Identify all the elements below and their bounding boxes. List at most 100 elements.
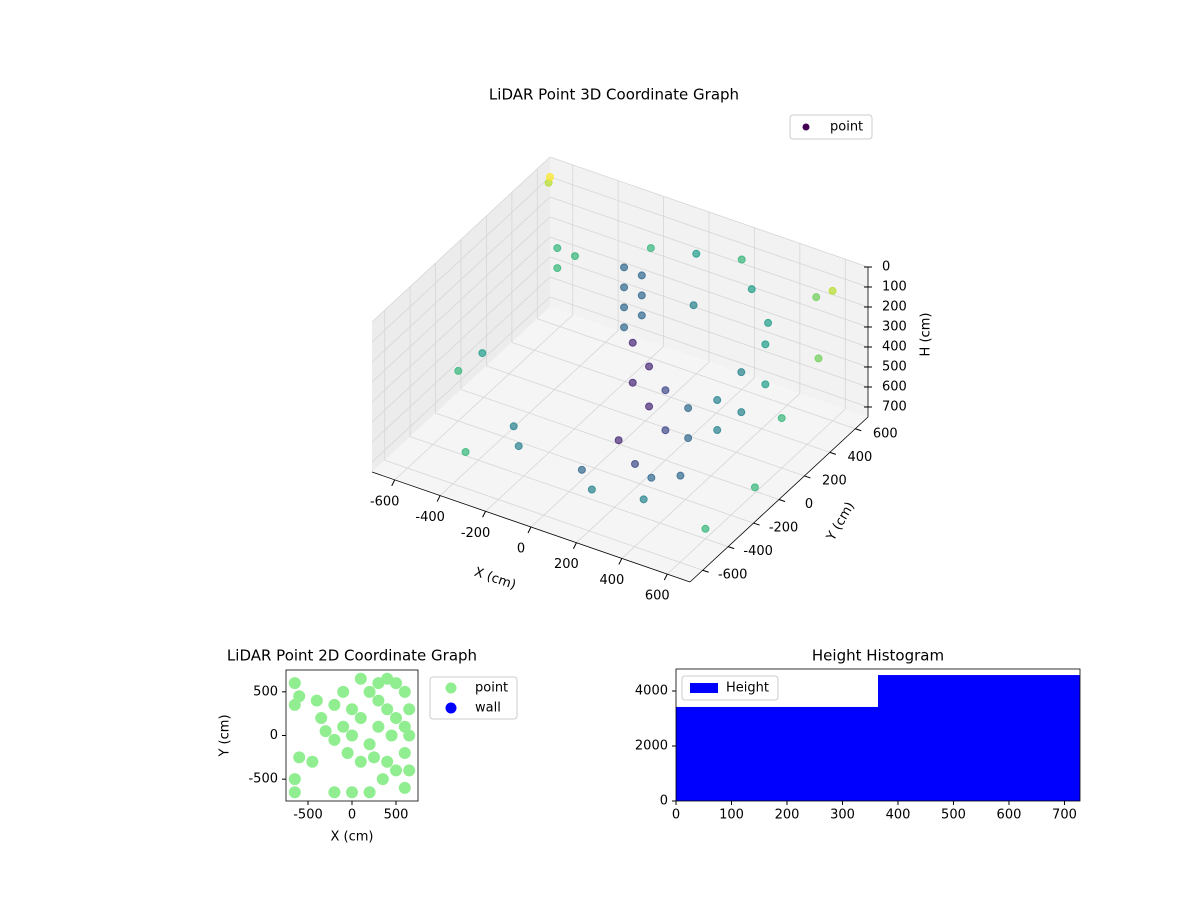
y-axis-label: Y (cm)	[218, 714, 233, 757]
grid-line	[537, 318, 856, 430]
y-tick-label: 200	[822, 473, 847, 488]
point	[372, 694, 385, 707]
point	[385, 729, 398, 742]
point	[637, 311, 646, 320]
y-tick-label: 0	[805, 497, 813, 512]
tick-mark	[804, 475, 811, 479]
grid-line	[371, 296, 551, 463]
y-tick-label: 2000	[635, 739, 668, 754]
point	[328, 698, 341, 711]
point	[646, 244, 655, 253]
point	[546, 173, 554, 181]
point	[368, 751, 380, 764]
legend-marker	[802, 123, 810, 131]
grid-line	[371, 196, 551, 363]
point	[684, 434, 693, 443]
z-tick-label: 200	[882, 300, 907, 315]
z-tick-label: 400	[882, 340, 907, 355]
grid-line	[549, 196, 869, 308]
legend-box	[681, 675, 779, 701]
point	[346, 703, 358, 716]
legend-label: Height	[726, 681, 769, 696]
grid-line	[371, 276, 551, 443]
point	[381, 755, 394, 768]
point	[777, 414, 786, 423]
point	[390, 712, 402, 725]
point	[661, 426, 670, 435]
point	[372, 720, 385, 733]
point	[676, 471, 685, 480]
point	[553, 244, 562, 253]
legend-marker	[690, 683, 718, 693]
tick-mark	[829, 451, 837, 455]
z-tick-label: 100	[882, 280, 907, 295]
tick-mark	[436, 495, 441, 502]
z-axis-label: H (cm)	[919, 313, 934, 357]
point	[337, 685, 350, 698]
grid-line	[371, 216, 551, 383]
point	[628, 378, 637, 387]
point	[761, 380, 770, 389]
tick-mark	[391, 479, 396, 487]
x-tick-label: -600	[370, 494, 400, 509]
y-tick-label: -600	[718, 568, 748, 583]
point	[689, 301, 698, 310]
x-tick-label: 100	[719, 808, 744, 823]
x-tick-label: 300	[830, 808, 855, 823]
chart-title: Height Histogram	[812, 647, 944, 665]
bar	[676, 706, 878, 801]
point	[814, 354, 823, 363]
point	[637, 291, 646, 300]
x-tick-label: 500	[384, 808, 409, 823]
point	[398, 746, 411, 759]
point	[661, 386, 670, 395]
point	[354, 712, 367, 725]
point	[288, 786, 301, 799]
point	[288, 698, 301, 711]
y-tick-label: 400	[847, 450, 872, 465]
point	[341, 746, 354, 759]
tick-mark	[527, 526, 532, 534]
point	[737, 408, 746, 417]
point	[346, 729, 358, 742]
y-tick-label: 0	[270, 728, 278, 743]
tick-mark	[618, 558, 623, 565]
point	[553, 264, 562, 273]
grid-line	[549, 236, 869, 348]
point	[620, 323, 629, 332]
plot-frame	[675, 668, 1081, 802]
grid-line	[460, 389, 780, 500]
x-tick-label: 700	[1052, 808, 1077, 823]
point	[761, 340, 770, 349]
tick-mark	[778, 499, 786, 502]
z-tick-label: 500	[882, 360, 907, 375]
grid-line	[435, 412, 754, 524]
grid-line	[549, 156, 869, 268]
y-tick-label: 500	[253, 684, 278, 699]
point	[737, 255, 746, 264]
x-tick-label: 200	[775, 808, 800, 823]
grid-line	[371, 236, 551, 403]
y-tick-label: -500	[248, 772, 278, 787]
point	[288, 677, 301, 690]
point	[631, 459, 639, 468]
legend-label: point	[475, 681, 508, 696]
point	[571, 252, 579, 261]
x-tick-label: 200	[554, 557, 579, 572]
point	[363, 685, 376, 698]
x-tick-label: 400	[886, 808, 911, 823]
grid-line	[371, 156, 551, 323]
x-tick-label: -400	[415, 510, 445, 525]
point	[750, 483, 759, 492]
point	[645, 362, 654, 371]
point	[620, 263, 629, 272]
point	[381, 672, 394, 685]
chart-title: LiDAR Point 3D Coordinate Graph	[489, 86, 739, 104]
x-axis	[371, 471, 691, 583]
y-tick-label: -200	[769, 521, 799, 536]
tick-mark	[663, 573, 668, 581]
y-tick-label: -400	[743, 544, 773, 559]
z-tick-label: 0	[882, 260, 890, 275]
point	[403, 703, 416, 716]
point	[376, 773, 389, 786]
